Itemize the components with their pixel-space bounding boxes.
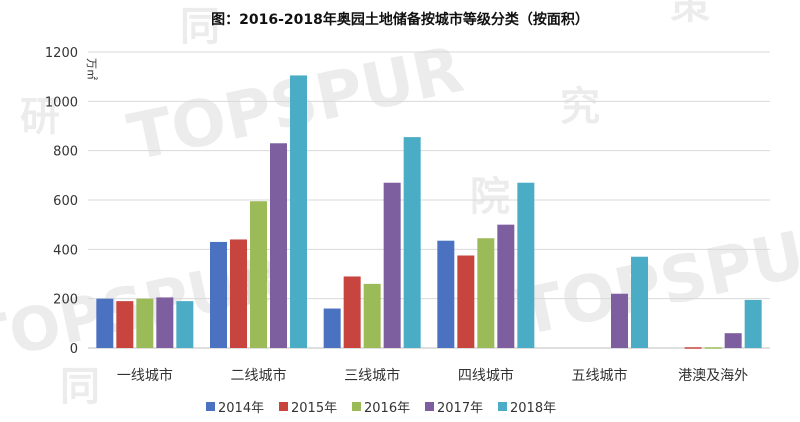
gridlines [88, 51, 770, 349]
x-category-label: 港澳及海外 [678, 368, 748, 384]
bar [497, 224, 515, 348]
bar [457, 255, 475, 348]
legend-swatch [279, 402, 288, 411]
bar [270, 143, 287, 348]
y-tick-label: 1000 [45, 95, 78, 110]
legend-label: 2014年 [218, 401, 264, 416]
x-category-label: 三线城市 [344, 367, 400, 384]
legend-label: 2015年 [291, 401, 337, 416]
y-tick-label: 800 [53, 145, 78, 160]
bar [96, 298, 114, 348]
bar [343, 276, 361, 348]
bar [323, 308, 341, 348]
bar [517, 182, 535, 348]
bar [403, 137, 421, 348]
x-category-label: 二线城市 [231, 367, 287, 384]
bar [230, 239, 247, 348]
watermark-char: 策 [670, 0, 710, 28]
y-axis: 0 200 400 600 800 1000 1200 [45, 46, 78, 357]
bar [136, 298, 154, 348]
watermark-char: 同 [60, 364, 100, 410]
x-category-label: 五线城市 [572, 367, 628, 384]
y-tick-label: 1200 [45, 46, 78, 61]
bar [704, 347, 722, 349]
bar [363, 283, 381, 348]
watermark-char: 院 [470, 174, 510, 220]
bar [156, 297, 174, 348]
bar [724, 333, 742, 348]
x-category-label: 一线城市 [117, 367, 173, 384]
bar [176, 301, 194, 348]
x-category-label: 四线城市 [458, 367, 514, 384]
y-tick-label: 600 [53, 194, 78, 209]
y-tick-label: 200 [53, 293, 78, 308]
y-tick-label: 0 [70, 342, 78, 357]
x-axis: 一线城市 二线城市 三线城市 四线城市 五线城市 港澳及海外 [117, 367, 748, 384]
legend-swatch [498, 402, 507, 411]
watermark-char: 究 [560, 84, 600, 130]
bar [611, 293, 628, 348]
bar [383, 182, 401, 348]
watermark-char: 研 [20, 94, 60, 140]
bar [250, 201, 267, 348]
legend-swatch [425, 402, 434, 411]
bar [437, 240, 455, 348]
bar [631, 256, 648, 348]
bar [290, 75, 307, 348]
watermark-char: 同 [180, 4, 220, 50]
legend-label: 2017年 [437, 401, 483, 416]
chart-title: 图：2016-2018年奥园土地储备按城市等级分类（按面积） [211, 11, 589, 28]
legend-label: 2016年 [364, 401, 410, 416]
legend-swatch [352, 402, 361, 411]
bar [210, 241, 227, 348]
legend[interactable]: 2014年 2015年 2016年 2017年 2018年 [206, 401, 556, 416]
y-tick-label: 400 [53, 243, 78, 258]
bar [744, 299, 762, 348]
legend-label: 2018年 [510, 401, 556, 416]
bar [477, 238, 495, 348]
bar [684, 347, 702, 349]
legend-swatch [206, 402, 215, 411]
bars [96, 75, 762, 349]
y-axis-unit: 万㎡ [85, 58, 98, 80]
bar [116, 301, 134, 348]
